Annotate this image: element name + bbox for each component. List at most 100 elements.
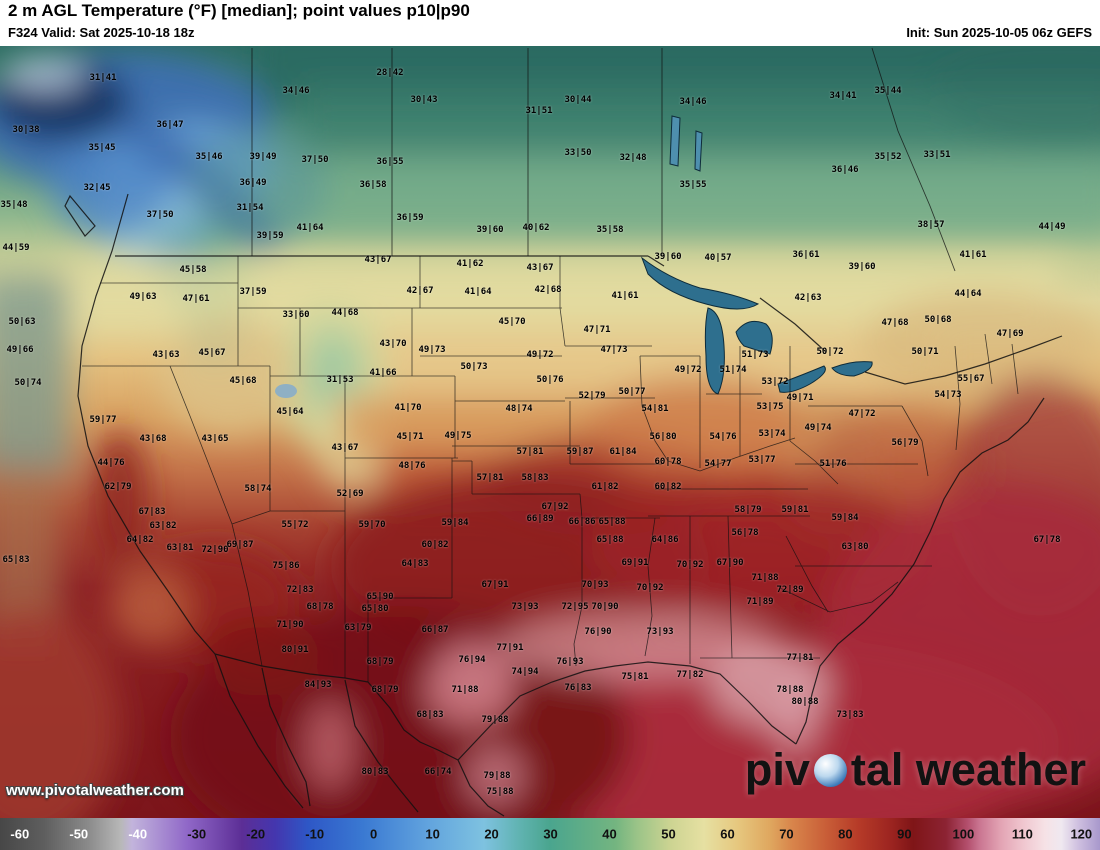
- province-borders: [251, 47, 956, 272]
- point-value: 41|64: [296, 223, 324, 233]
- colorbar-tick: -40: [128, 826, 148, 842]
- point-value: 64|86: [651, 535, 679, 545]
- point-value: 37|59: [239, 287, 267, 297]
- model-init-text: Init: Sun 2025-10-05 06z GEFS: [906, 25, 1092, 40]
- point-value: 43|68: [139, 434, 167, 444]
- point-value: 71|89: [746, 597, 774, 607]
- point-value: 59|70: [358, 520, 386, 530]
- point-value: 51|73: [741, 350, 769, 360]
- point-value: 30|38: [12, 125, 40, 135]
- point-value: 52|69: [336, 489, 364, 499]
- point-value: 73|93: [511, 602, 539, 612]
- point-value: 43|67: [331, 443, 359, 453]
- point-value: 69|91: [621, 558, 649, 568]
- point-value: 47|68: [881, 318, 909, 328]
- point-value: 41|70: [394, 403, 422, 413]
- point-value: 41|62: [456, 259, 484, 269]
- colorbar-tick: 90: [897, 826, 912, 842]
- point-value: 76|93: [556, 657, 584, 667]
- point-value: 43|67: [526, 263, 554, 273]
- point-value: 47|69: [996, 329, 1024, 339]
- point-value: 60|82: [654, 482, 682, 492]
- point-value: 56|80: [649, 432, 677, 442]
- point-value: 70|92: [636, 583, 664, 593]
- logo-globe-icon: [813, 753, 847, 787]
- point-value: 35|55: [679, 180, 707, 190]
- point-value: 80|91: [281, 645, 309, 655]
- point-value: 77|81: [786, 653, 814, 663]
- point-value: 49|74: [804, 423, 832, 433]
- point-value: 37|50: [146, 210, 174, 220]
- point-value: 77|91: [496, 643, 524, 653]
- point-value: 44|49: [1038, 222, 1066, 232]
- pivotal-weather-logo: piv tal weather: [745, 744, 1086, 796]
- point-value: 47|71: [583, 325, 611, 335]
- point-value: 42|68: [534, 285, 562, 295]
- point-value: 60|82: [421, 540, 449, 550]
- point-value: 50|68: [924, 315, 952, 325]
- point-value: 44|76: [97, 458, 125, 468]
- header-bar: 2 m AGL Temperature (°F) [median]; point…: [0, 0, 1100, 46]
- point-value: 41|64: [464, 287, 492, 297]
- point-value: 44|64: [954, 289, 982, 299]
- point-value: 58|83: [521, 473, 549, 483]
- point-values-layer: 31|41 34|46 28|42 30|43 31|51 30|44 34|46 34|41…: [0, 46, 1100, 818]
- point-value: 50|63: [8, 317, 36, 327]
- point-value: 71|90: [276, 620, 304, 630]
- point-value: 48|74: [505, 404, 533, 414]
- point-value: 67|91: [481, 580, 509, 590]
- point-value: 70|90: [591, 602, 619, 612]
- point-value: 68|83: [416, 710, 444, 720]
- point-value: 58|79: [734, 505, 762, 515]
- point-value: 42|63: [794, 293, 822, 303]
- point-value: 59|84: [441, 518, 469, 528]
- point-value: 63|82: [149, 521, 177, 531]
- point-value: 54|81: [641, 404, 669, 414]
- point-value: 48|76: [398, 461, 426, 471]
- point-value: 36|46: [831, 165, 859, 175]
- point-value: 36|59: [396, 213, 424, 223]
- point-value: 47|73: [600, 345, 628, 355]
- point-value: 34|46: [679, 97, 707, 107]
- point-value: 55|67: [957, 374, 985, 384]
- colorbar-tick: 80: [838, 826, 853, 842]
- point-value: 35|46: [195, 152, 223, 162]
- point-value: 66|74: [424, 767, 452, 777]
- point-value: 63|81: [166, 543, 194, 553]
- colorbar-tick: 20: [484, 826, 499, 842]
- point-value: 39|60: [654, 252, 682, 262]
- point-value: 45|58: [179, 265, 207, 275]
- colorbar-tick: 60: [720, 826, 735, 842]
- colorbar-tick: -20: [246, 826, 266, 842]
- point-value: 71|88: [451, 685, 479, 695]
- point-value: 51|76: [819, 459, 847, 469]
- point-value: 70|92: [676, 560, 704, 570]
- point-value: 34|46: [282, 86, 310, 96]
- point-value: 53|77: [748, 455, 776, 465]
- great-lakes: [275, 115, 873, 398]
- point-value: 68|79: [371, 685, 399, 695]
- point-value: 35|58: [596, 225, 624, 235]
- point-value: 41|61: [959, 250, 987, 260]
- point-value: 58|74: [244, 484, 272, 494]
- point-value: 75|81: [621, 672, 649, 682]
- point-value: 36|55: [376, 157, 404, 167]
- point-value: 36|49: [239, 178, 267, 188]
- point-value: 68|79: [366, 657, 394, 667]
- point-value: 50|72: [816, 347, 844, 357]
- point-value: 72|95: [561, 602, 589, 612]
- point-value: 69|87: [226, 540, 254, 550]
- point-value: 74|94: [511, 667, 539, 677]
- colorbar-tick: -60: [10, 826, 30, 842]
- point-value: 30|44: [564, 95, 592, 105]
- point-value: 66|89: [526, 514, 554, 524]
- point-value: 56|79: [891, 438, 919, 448]
- point-value: 49|75: [444, 431, 472, 441]
- watermark-url: www.pivotalweather.com: [6, 782, 184, 799]
- point-value: 61|84: [609, 447, 637, 457]
- point-value: 43|67: [364, 255, 392, 265]
- point-value: 31|54: [236, 203, 264, 213]
- point-value: 54|73: [934, 390, 962, 400]
- point-value: 53|72: [761, 377, 789, 387]
